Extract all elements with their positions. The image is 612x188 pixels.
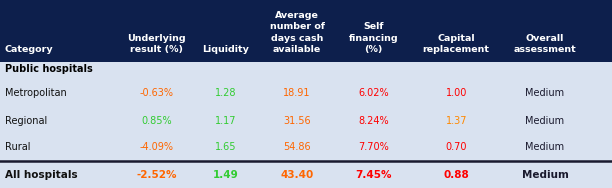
Text: 6.02%: 6.02%: [358, 89, 389, 99]
Text: -2.52%: -2.52%: [136, 170, 177, 180]
Text: 43.40: 43.40: [280, 170, 314, 180]
Text: days cash: days cash: [271, 34, 323, 43]
Text: Medium: Medium: [521, 170, 569, 180]
Text: assessment: assessment: [513, 45, 577, 55]
Text: number of: number of: [270, 22, 324, 31]
Text: 54.86: 54.86: [283, 143, 311, 152]
Text: 1.00: 1.00: [446, 89, 467, 99]
Text: All hospitals: All hospitals: [5, 170, 78, 180]
Text: Regional: Regional: [5, 115, 47, 126]
Text: (%): (%): [364, 45, 383, 55]
Text: replacement: replacement: [423, 45, 490, 55]
Text: Metropolitan: Metropolitan: [5, 89, 67, 99]
Text: 1.17: 1.17: [214, 115, 236, 126]
Text: -4.09%: -4.09%: [140, 143, 173, 152]
Text: result (%): result (%): [130, 45, 183, 55]
Text: Liquidity: Liquidity: [202, 45, 248, 55]
Text: Medium: Medium: [526, 143, 564, 152]
Text: Medium: Medium: [526, 89, 564, 99]
Text: Category: Category: [5, 45, 53, 55]
Text: available: available: [273, 45, 321, 55]
Text: 1.65: 1.65: [214, 143, 236, 152]
Text: financing: financing: [349, 34, 398, 43]
Text: 1.49: 1.49: [212, 170, 238, 180]
Text: 18.91: 18.91: [283, 89, 311, 99]
Text: 0.88: 0.88: [443, 170, 469, 180]
Text: Underlying: Underlying: [127, 34, 185, 43]
Text: 0.70: 0.70: [446, 143, 467, 152]
Text: 31.56: 31.56: [283, 115, 311, 126]
Text: 0.85%: 0.85%: [141, 115, 172, 126]
Text: 7.70%: 7.70%: [358, 143, 389, 152]
Text: Public hospitals: Public hospitals: [5, 64, 92, 74]
Text: -0.63%: -0.63%: [140, 89, 173, 99]
Text: 7.45%: 7.45%: [356, 170, 392, 180]
Text: Medium: Medium: [526, 115, 564, 126]
Text: Capital: Capital: [438, 34, 475, 43]
Text: 8.24%: 8.24%: [358, 115, 389, 126]
Bar: [0, 0, 612, 62]
Text: Overall: Overall: [526, 34, 564, 43]
Text: Rural: Rural: [5, 143, 31, 152]
Text: 1.37: 1.37: [446, 115, 467, 126]
Text: 1.28: 1.28: [214, 89, 236, 99]
Text: Self: Self: [364, 22, 384, 31]
Text: Average: Average: [275, 11, 319, 20]
